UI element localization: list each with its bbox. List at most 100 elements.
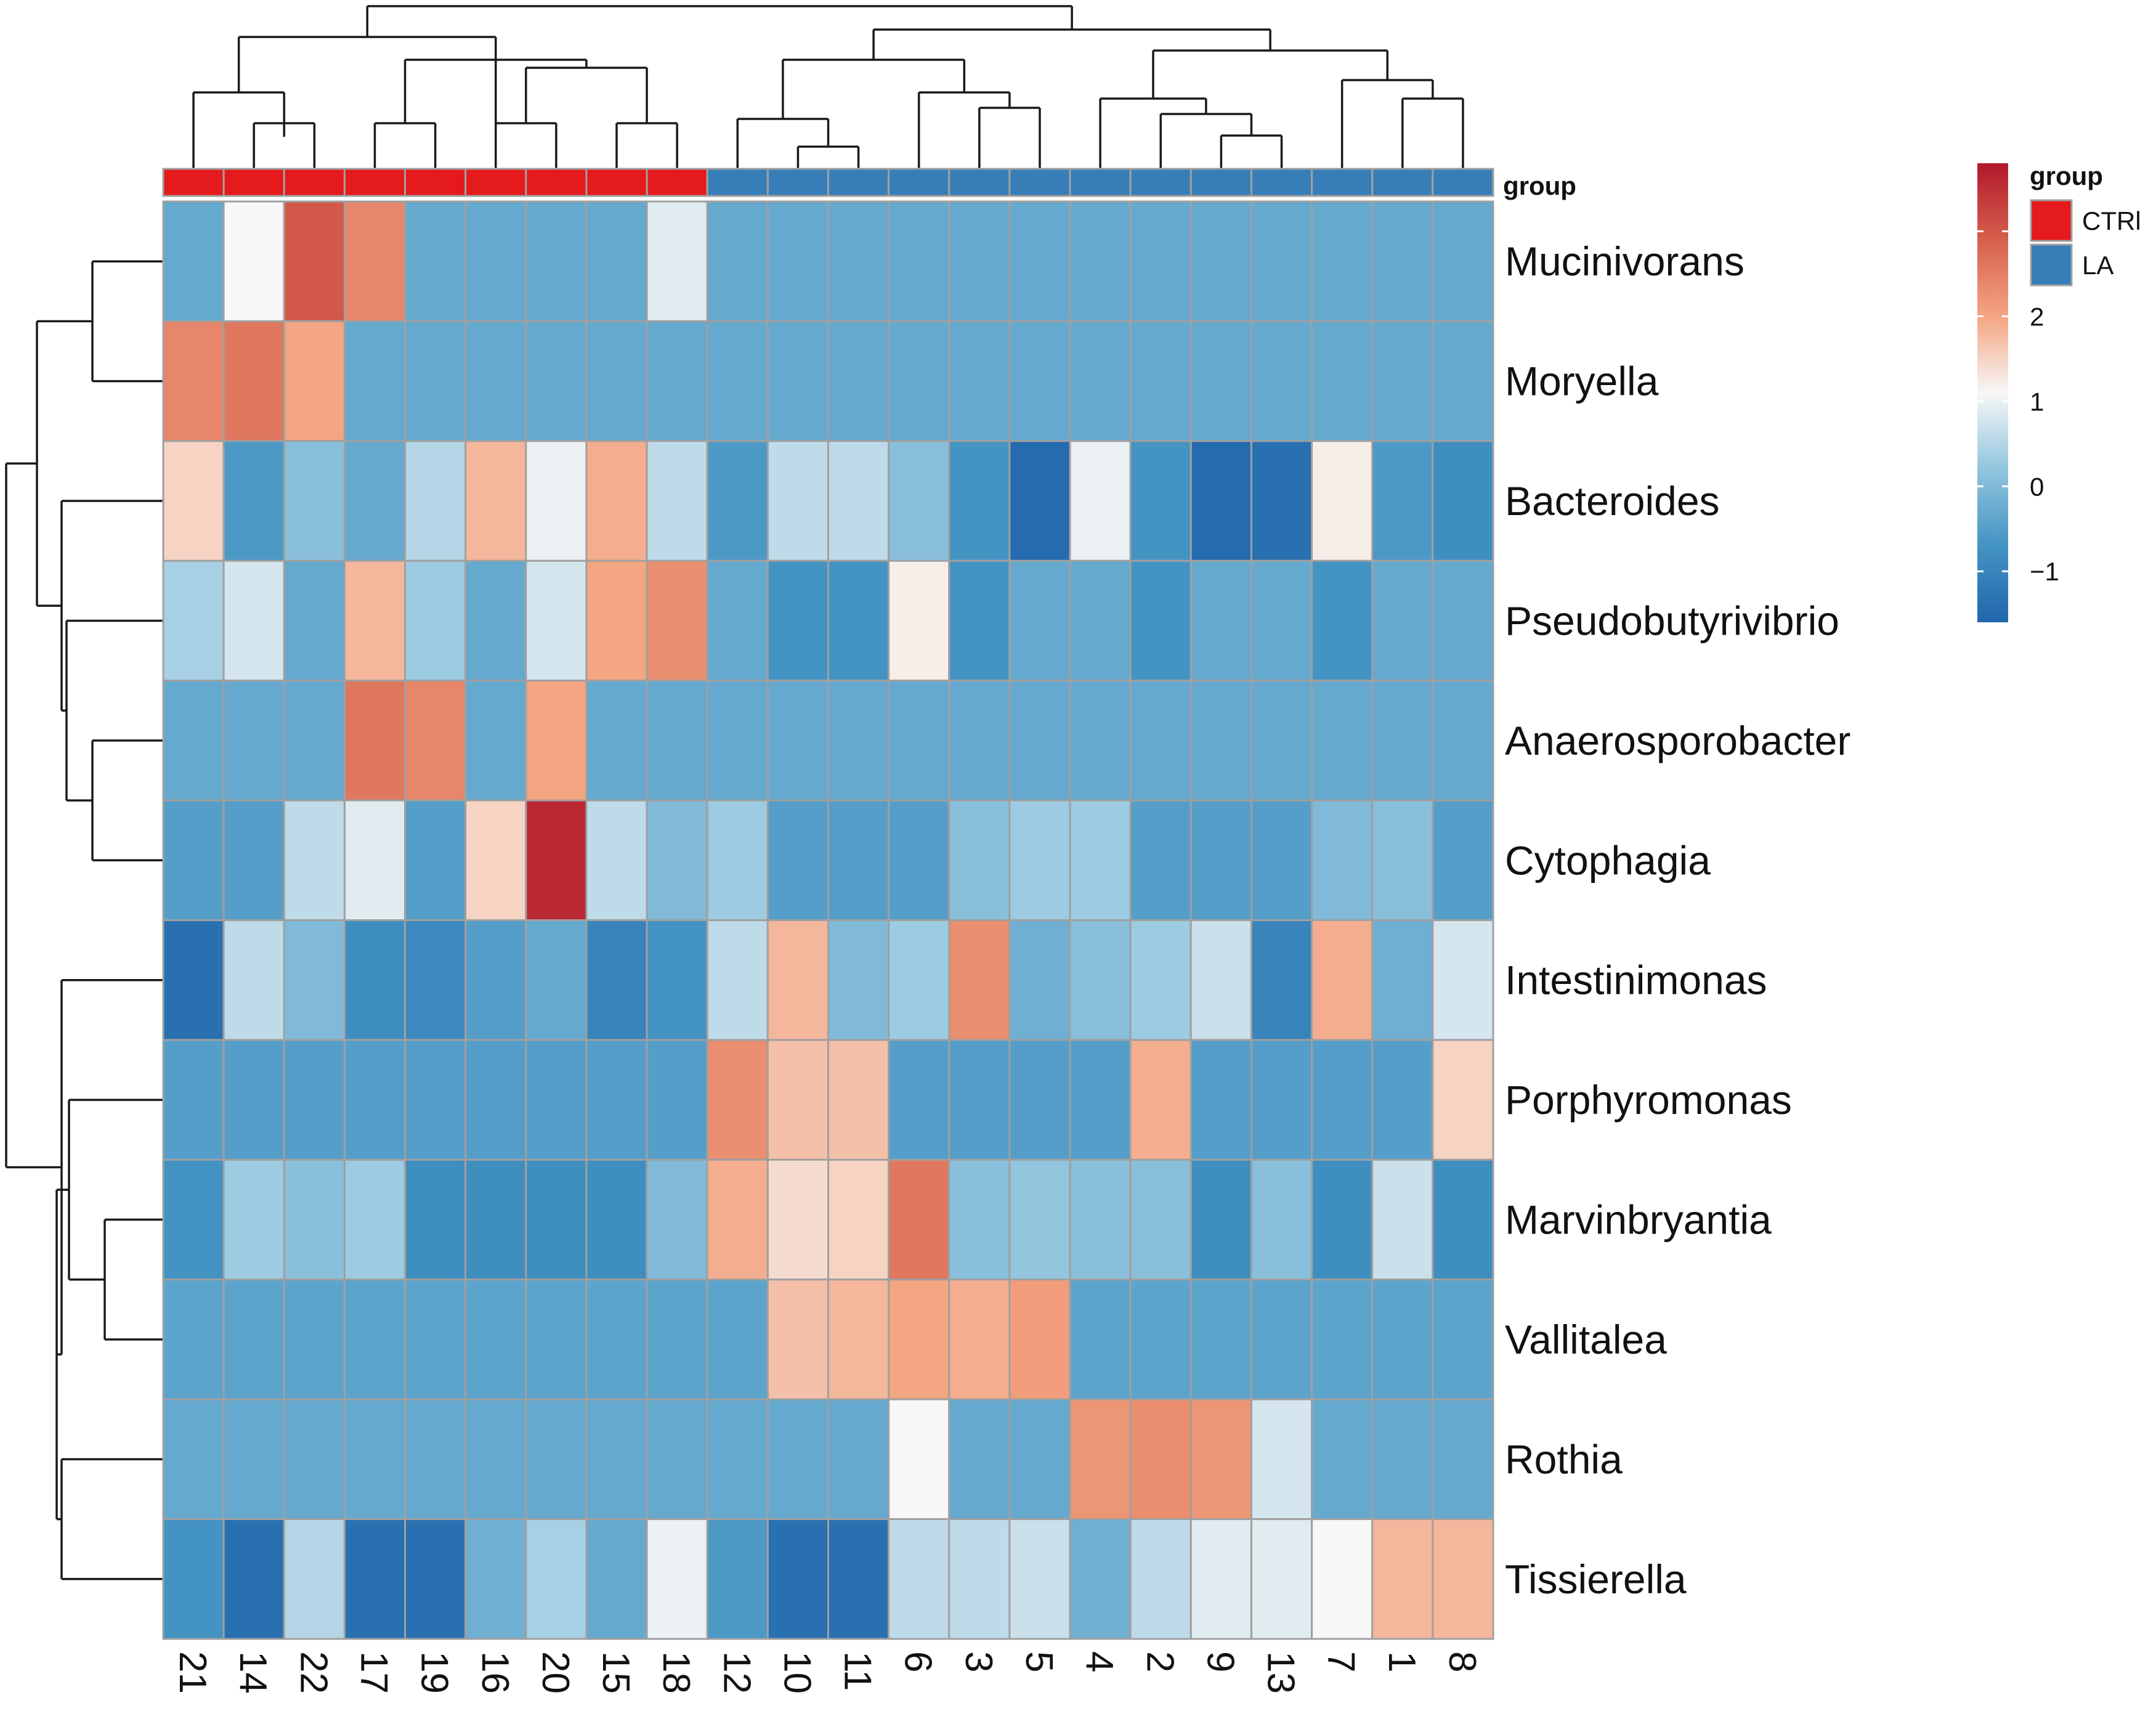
heatmap-cell bbox=[948, 680, 1011, 802]
heatmap-cell bbox=[1432, 1158, 1494, 1281]
heatmap-cell bbox=[1069, 1158, 1132, 1281]
heatmap-cell bbox=[1311, 440, 1374, 562]
heatmap-cell bbox=[1311, 919, 1374, 1041]
heatmap-cell bbox=[222, 799, 285, 922]
heatmap-cell bbox=[283, 440, 346, 562]
heatmap-cell bbox=[948, 919, 1011, 1041]
heatmap-cell bbox=[162, 440, 225, 562]
heatmap-cell bbox=[1069, 799, 1132, 922]
heatmap-cell bbox=[1008, 680, 1071, 802]
column-label: 13 bbox=[1260, 1651, 1302, 1694]
heatmap-cell bbox=[585, 680, 648, 802]
heatmap-cell bbox=[1129, 320, 1192, 442]
heatmap-cell bbox=[1371, 1039, 1434, 1161]
heatmap-cell bbox=[1432, 320, 1494, 442]
heatmap-cell bbox=[283, 799, 346, 922]
group-bar-cell bbox=[827, 168, 890, 197]
heatmap-cell bbox=[1250, 320, 1313, 442]
heatmap-cell bbox=[464, 1278, 527, 1400]
heatmap-cell bbox=[706, 559, 769, 682]
heatmap-cell bbox=[888, 1278, 950, 1400]
heatmap-cell bbox=[1129, 1398, 1192, 1521]
heatmap-cell bbox=[464, 680, 527, 802]
heatmap-cell bbox=[1069, 1518, 1132, 1640]
column-label: 22 bbox=[292, 1651, 334, 1694]
heatmap-cell bbox=[283, 1278, 346, 1400]
heatmap-cell bbox=[706, 1278, 769, 1400]
heatmap-cell bbox=[222, 680, 285, 802]
heatmap-cell bbox=[585, 799, 648, 922]
heatmap-cell bbox=[222, 320, 285, 442]
heatmap-cell bbox=[1432, 1278, 1494, 1400]
heatmap-cell bbox=[827, 200, 890, 322]
heatmap-cell bbox=[766, 559, 830, 682]
group-bar-cell bbox=[343, 168, 407, 197]
heatmap-cell bbox=[766, 440, 830, 562]
heatmap-cell bbox=[646, 1398, 708, 1521]
row-dendrogram bbox=[5, 260, 163, 1580]
heatmap-cell bbox=[1250, 200, 1313, 322]
heatmap-cell bbox=[888, 320, 950, 442]
heatmap-cell bbox=[162, 1518, 225, 1640]
heatmap-cell bbox=[646, 320, 708, 442]
heatmap-cell bbox=[222, 1278, 285, 1400]
heatmap-cell bbox=[1189, 1158, 1252, 1281]
heatmap-cell bbox=[525, 320, 588, 442]
group-annotation-label: group bbox=[1503, 171, 1576, 200]
heatmap-cell bbox=[585, 440, 648, 562]
heatmap-cell bbox=[1189, 320, 1252, 442]
heatmap-cell bbox=[1129, 680, 1192, 802]
group-legend-swatch bbox=[2030, 243, 2073, 287]
heatmap-cell bbox=[646, 1278, 708, 1400]
group-bar-cell bbox=[1129, 168, 1192, 197]
heatmap-cell bbox=[1250, 440, 1313, 562]
heatmap-cell bbox=[1250, 1398, 1313, 1521]
heatmap-cell bbox=[585, 1518, 648, 1640]
heatmap-cell bbox=[283, 919, 346, 1041]
heatmap-cell bbox=[1432, 1518, 1494, 1640]
heatmap-cell bbox=[404, 1158, 467, 1281]
heatmap-cell bbox=[1129, 799, 1192, 922]
row-label: Pseudobutyrivibrio bbox=[1505, 598, 1839, 643]
heatmap-cell bbox=[162, 680, 225, 802]
heatmap-cell bbox=[162, 320, 225, 442]
group-bar-cell bbox=[948, 168, 1011, 197]
heatmap-cell bbox=[222, 919, 285, 1041]
row-label: Rothia bbox=[1505, 1436, 1623, 1482]
heatmap-cell bbox=[585, 919, 648, 1041]
heatmap-cell bbox=[1069, 1039, 1132, 1161]
heatmap-cell bbox=[1189, 1518, 1252, 1640]
row-label: Tissierella bbox=[1505, 1556, 1687, 1602]
heatmap-cell bbox=[1250, 1278, 1313, 1400]
heatmap-cell bbox=[706, 799, 769, 922]
heatmap-cell bbox=[464, 320, 527, 442]
heatmap-cell bbox=[827, 440, 890, 562]
heatmap-cell bbox=[464, 919, 527, 1041]
heatmap-cell bbox=[585, 1398, 648, 1521]
heatmap-cell bbox=[464, 559, 527, 682]
heatmap-cell bbox=[766, 320, 830, 442]
heatmap-cell bbox=[525, 799, 588, 922]
column-labels: 21 14 22 17 19 16 20 15 18 12 10 11 6 3 5 4 2 9 13 7 1 8 bbox=[171, 1651, 1483, 1694]
heatmap-cell bbox=[948, 799, 1011, 922]
heatmap-cell bbox=[1311, 1398, 1374, 1521]
heatmap-cell bbox=[827, 1518, 890, 1640]
group-bar-cell bbox=[1371, 168, 1434, 197]
row-label: Mucinivorans bbox=[1505, 238, 1745, 284]
heatmap-cell bbox=[525, 919, 588, 1041]
heatmap-cell bbox=[222, 1158, 285, 1281]
heatmap-cell bbox=[404, 440, 467, 562]
heatmap-cell bbox=[283, 680, 346, 802]
heatmap-cell bbox=[888, 799, 950, 922]
group-bar-cell bbox=[1311, 168, 1374, 197]
group-legend: group CTRl LA bbox=[2030, 161, 2141, 287]
heatmap-cell bbox=[343, 320, 407, 442]
heatmap-cell bbox=[162, 1039, 225, 1161]
heatmap-cell bbox=[1008, 320, 1071, 442]
heatmap-cell bbox=[1008, 440, 1071, 562]
column-label: 7 bbox=[1320, 1651, 1363, 1672]
column-label: 14 bbox=[232, 1651, 274, 1694]
color-scale-tick-label: −1 bbox=[2030, 557, 2059, 586]
heatmap-cell bbox=[525, 440, 588, 562]
